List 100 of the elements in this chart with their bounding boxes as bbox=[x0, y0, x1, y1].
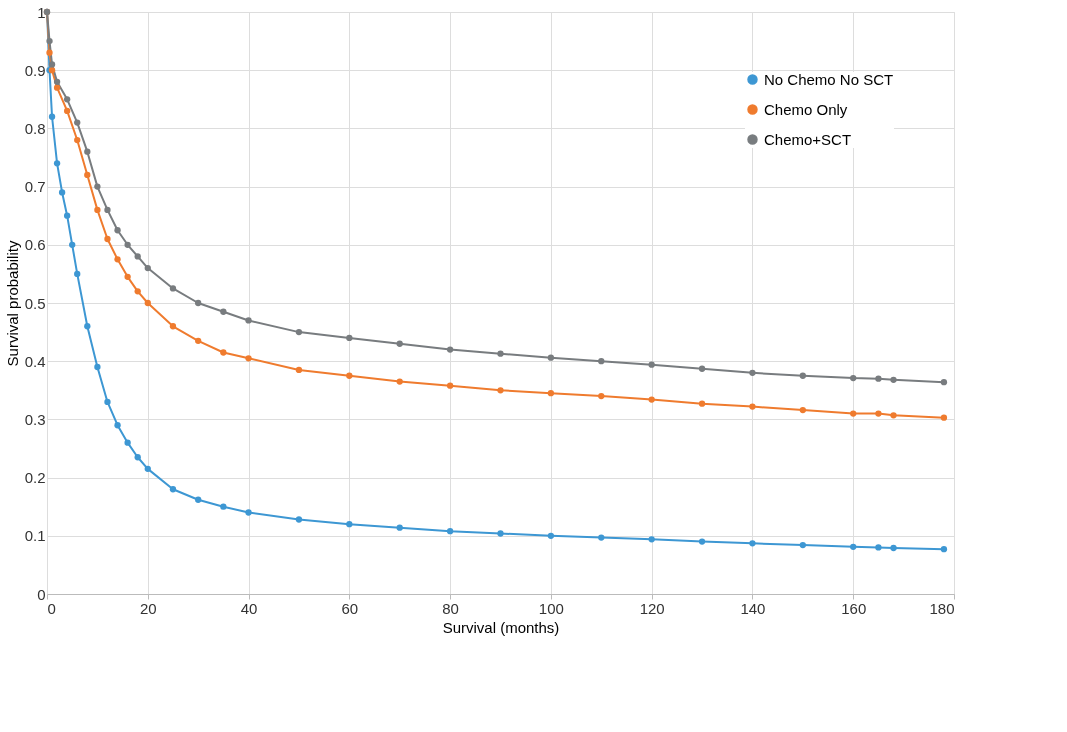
point bbox=[134, 253, 141, 260]
point bbox=[144, 264, 151, 272]
point bbox=[195, 337, 202, 344]
point bbox=[245, 317, 252, 324]
point bbox=[346, 521, 353, 528]
y-tick-label: 0.9 bbox=[24, 61, 46, 79]
point bbox=[94, 363, 101, 371]
x-tick-label: 140 bbox=[740, 599, 766, 617]
point bbox=[74, 136, 81, 144]
point bbox=[648, 396, 655, 403]
point bbox=[74, 119, 81, 126]
point bbox=[114, 422, 121, 429]
point bbox=[245, 355, 252, 362]
point bbox=[799, 541, 806, 549]
y-tick-label: 0.8 bbox=[24, 119, 46, 137]
point bbox=[346, 372, 353, 379]
point bbox=[53, 78, 61, 85]
point bbox=[598, 392, 605, 400]
point bbox=[124, 273, 131, 280]
point bbox=[446, 382, 454, 389]
x-tick-label: 40 bbox=[240, 599, 258, 617]
point bbox=[295, 328, 303, 336]
point bbox=[850, 410, 857, 417]
point bbox=[124, 241, 131, 248]
point bbox=[84, 323, 91, 330]
y-tick-label: 0.3 bbox=[24, 410, 46, 428]
y-tick-label: 0.6 bbox=[24, 236, 46, 254]
x-tick-label: 80 bbox=[442, 599, 459, 617]
y-tick-label: 0.1 bbox=[24, 527, 46, 545]
point bbox=[875, 544, 882, 551]
point bbox=[598, 534, 605, 541]
legend-label: Chemo Only bbox=[764, 100, 848, 118]
y-tick-label: 1 bbox=[37, 3, 46, 21]
point bbox=[890, 544, 897, 552]
point bbox=[446, 527, 454, 535]
point bbox=[648, 536, 655, 543]
point bbox=[124, 439, 131, 446]
y-tick-label: 0.2 bbox=[24, 469, 46, 487]
point bbox=[220, 503, 227, 510]
point bbox=[134, 454, 141, 461]
point bbox=[850, 374, 857, 382]
point bbox=[295, 516, 303, 523]
point bbox=[58, 189, 66, 196]
y-axis-title: Survival probability bbox=[3, 240, 21, 367]
point bbox=[396, 378, 403, 385]
point bbox=[396, 524, 403, 531]
y-tick-label: 0.5 bbox=[24, 294, 46, 312]
point bbox=[598, 358, 605, 365]
point bbox=[114, 256, 121, 263]
point bbox=[169, 285, 177, 292]
point bbox=[295, 366, 303, 374]
point bbox=[940, 414, 948, 421]
point bbox=[220, 308, 227, 315]
point bbox=[890, 412, 897, 419]
x-tick-label: 100 bbox=[538, 599, 564, 617]
point bbox=[940, 379, 948, 386]
legend-label: Chemo+SCT bbox=[764, 130, 852, 148]
point bbox=[69, 241, 76, 248]
point bbox=[497, 350, 504, 357]
point bbox=[53, 160, 61, 167]
point bbox=[749, 403, 756, 410]
point bbox=[446, 346, 454, 353]
point bbox=[346, 334, 353, 342]
point bbox=[749, 540, 756, 547]
point bbox=[84, 148, 91, 155]
point bbox=[497, 387, 504, 394]
x-tick-label: 120 bbox=[639, 599, 665, 617]
point bbox=[749, 369, 756, 376]
point bbox=[698, 365, 706, 372]
point bbox=[875, 375, 882, 382]
point bbox=[940, 546, 948, 553]
point bbox=[850, 543, 857, 551]
point bbox=[63, 96, 71, 103]
point bbox=[144, 299, 151, 307]
point bbox=[220, 349, 227, 356]
point bbox=[547, 390, 555, 397]
point bbox=[698, 400, 706, 407]
point bbox=[144, 465, 151, 473]
point bbox=[63, 107, 71, 115]
x-tick-label: 180 bbox=[929, 599, 955, 617]
point bbox=[84, 171, 91, 179]
point bbox=[648, 361, 655, 368]
point bbox=[497, 530, 504, 537]
point bbox=[63, 212, 71, 219]
point bbox=[169, 486, 177, 493]
y-tick-label: 0.7 bbox=[24, 178, 46, 196]
point bbox=[890, 376, 897, 383]
y-tick-label: 0.4 bbox=[24, 352, 46, 370]
point bbox=[799, 406, 806, 414]
point bbox=[195, 299, 202, 307]
point bbox=[104, 235, 111, 243]
point bbox=[46, 37, 53, 45]
point bbox=[74, 270, 81, 278]
point bbox=[396, 340, 403, 347]
x-tick-label: 60 bbox=[341, 599, 359, 617]
point bbox=[53, 84, 61, 91]
point bbox=[698, 538, 706, 545]
y-tick-label: 0 bbox=[37, 585, 46, 603]
legend-label: No Chemo No SCT bbox=[764, 70, 894, 88]
point bbox=[547, 354, 555, 361]
